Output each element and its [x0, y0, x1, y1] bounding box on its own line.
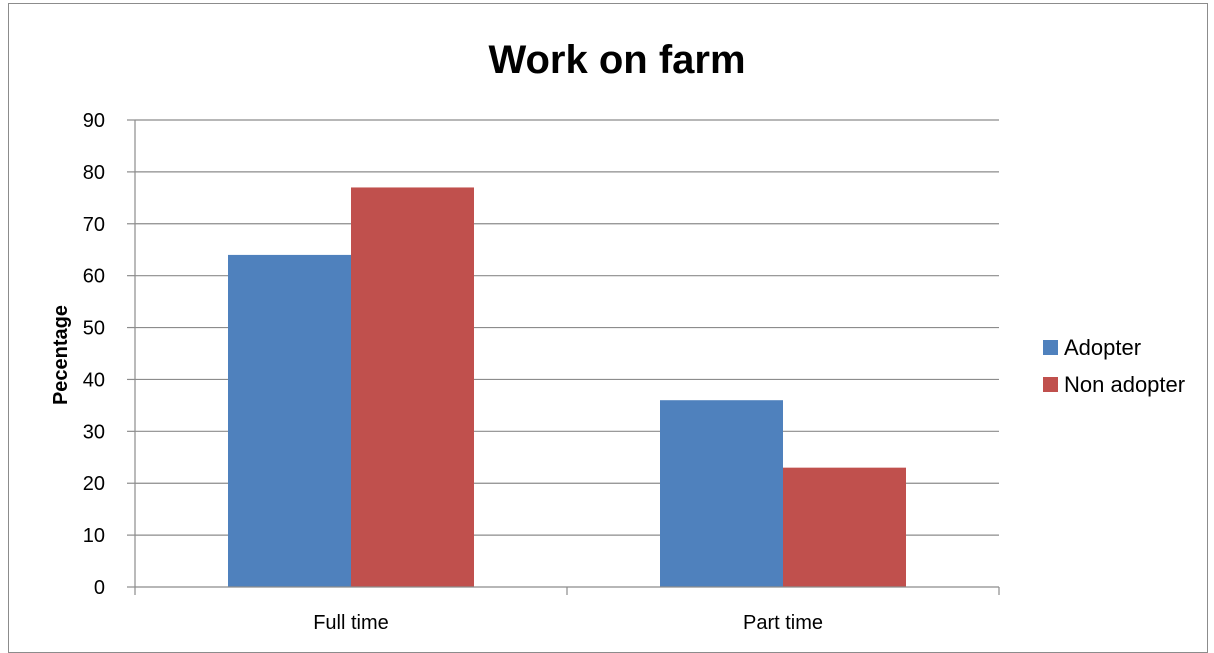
y-axis-title: Pecentage	[50, 305, 72, 405]
y-tick-label: 10	[83, 525, 105, 547]
x-axis-categories: Full time Part time	[313, 612, 823, 634]
legend-label-adopter: Adopter	[1064, 335, 1141, 360]
y-tick-label: 90	[83, 110, 105, 132]
legend-label-non-adopter: Non adopter	[1064, 372, 1185, 397]
y-tick-label: 80	[83, 162, 105, 184]
y-tick-label: 40	[83, 369, 105, 391]
y-tick-label: 60	[83, 266, 105, 288]
bar-adopter-full-time	[228, 254, 351, 587]
chart-title: Work on farm	[488, 38, 745, 82]
y-tick-label: 50	[83, 318, 105, 340]
legend-swatch-non-adopter	[1043, 377, 1058, 392]
bars	[228, 187, 906, 587]
y-tick-label: 30	[83, 421, 105, 443]
axes	[134, 120, 1000, 595]
x-category-label: Full time	[313, 612, 389, 634]
x-category-label: Part time	[743, 612, 823, 634]
bar-non-adopter-part-time	[783, 467, 906, 587]
legend: Adopter Non adopter	[1043, 335, 1185, 397]
y-axis-ticks: 0 10 20 30 40 50 60 70 80 90	[83, 110, 135, 599]
y-tick-label: 20	[83, 473, 105, 495]
legend-swatch-adopter	[1043, 340, 1058, 355]
y-tick-label: 70	[83, 214, 105, 236]
bar-adopter-part-time	[660, 400, 783, 587]
bar-non-adopter-full-time	[351, 187, 474, 587]
y-tick-label: 0	[94, 577, 105, 599]
